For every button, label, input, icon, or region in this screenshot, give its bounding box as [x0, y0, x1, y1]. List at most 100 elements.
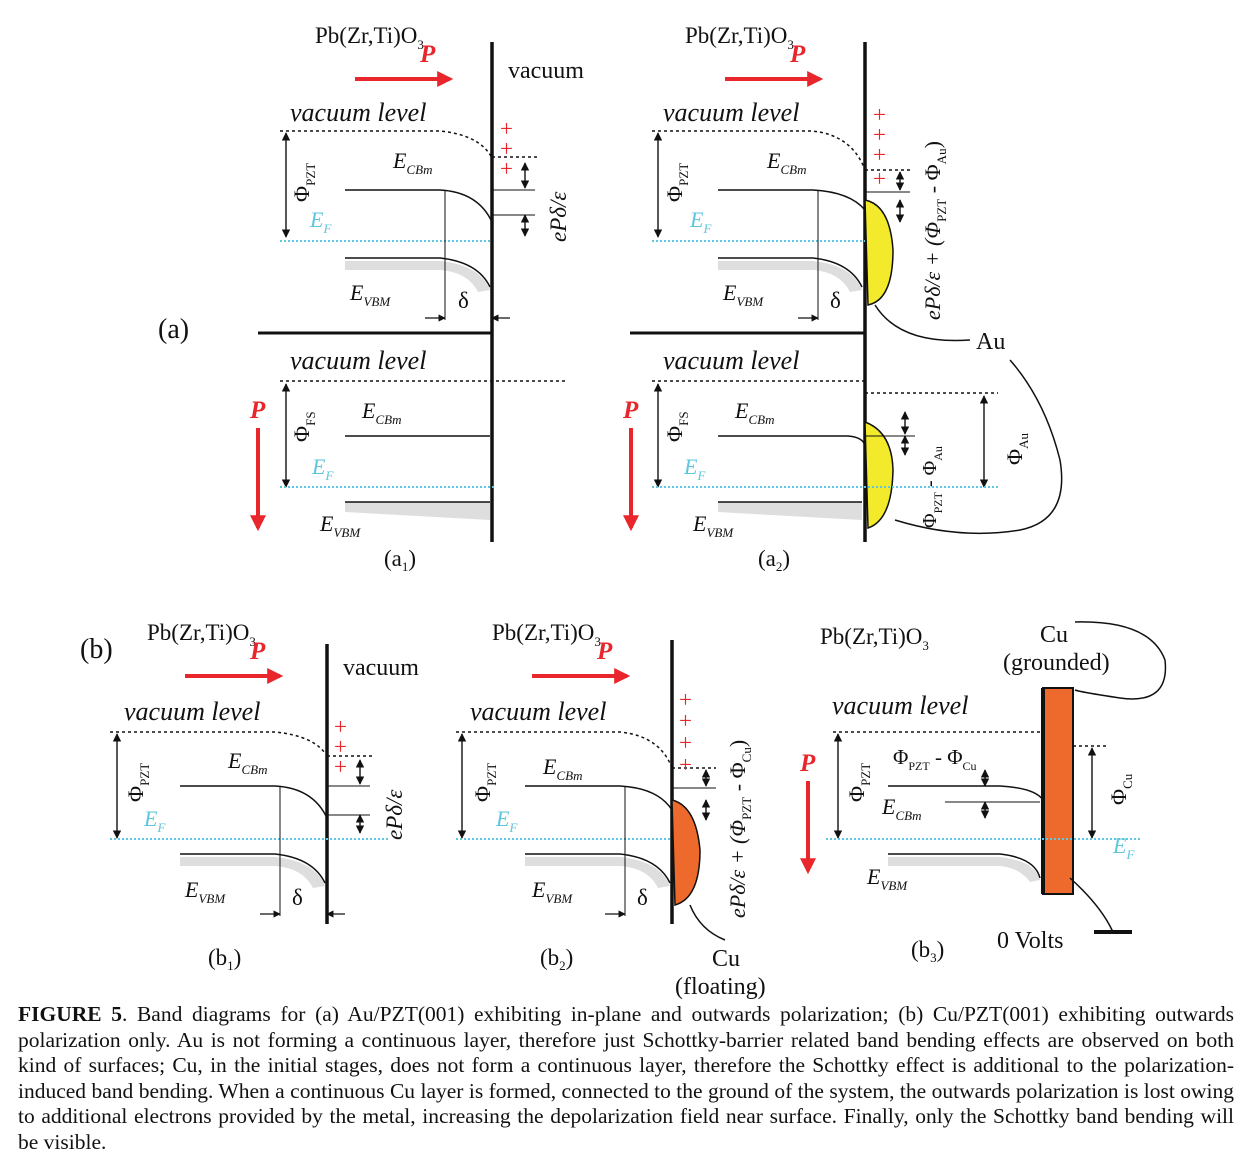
plus-a2-2: + — [873, 122, 886, 147]
valence-band-a1b-shadow — [345, 502, 490, 520]
plus-b1-3: + — [334, 754, 347, 779]
phi-pzt-label-b2: ΦPZT — [470, 763, 499, 802]
delta-label-a2: δ — [830, 288, 841, 313]
polarization-a1-label: P — [419, 41, 436, 68]
ecbm-label-b1: ECBm — [227, 748, 267, 777]
au-label-a2: Au — [976, 329, 1005, 355]
evbm-label-a1: EVBM — [349, 280, 391, 309]
phi-cu-label-b3: ΦCu — [1106, 773, 1135, 805]
cbm-b3 — [888, 785, 1044, 801]
plus-a2-4: + — [873, 166, 886, 191]
au-cluster-a2b — [864, 420, 894, 530]
delta-label-b1: δ — [292, 885, 303, 910]
ef-label-a2: EF — [689, 207, 712, 236]
phi-au-label-a2: ΦAu — [1002, 433, 1031, 465]
plus-b1-2: + — [334, 734, 347, 759]
plus-b1-1: + — [334, 714, 347, 739]
vacuum-level-label-b3: vacuum level — [832, 691, 968, 720]
delta-label-a1: δ — [458, 288, 469, 313]
panel-label-b3: (b3) — [911, 937, 944, 965]
plus-a1-3: + — [500, 156, 513, 181]
panel-label-b1: (b1) — [208, 945, 241, 973]
au-cluster-a2 — [864, 199, 894, 306]
evbm-label-a2: EVBM — [722, 280, 764, 309]
vbm-curve-b1 — [180, 853, 326, 884]
ecbm-label-a2b: ECBm — [734, 398, 774, 427]
phi-diff-label-b3: ΦPZT - ΦCu — [893, 745, 977, 773]
cu-leader-b2 — [689, 904, 726, 941]
vbm-curve-a1 — [345, 257, 491, 288]
cu-cluster-b2 — [671, 799, 701, 906]
evbm-label-b1: EVBM — [184, 877, 226, 906]
ground-wire-b3 — [1069, 877, 1113, 932]
material-label-a2: Pb(Zr,Ti)O3 — [685, 23, 794, 52]
plus-b2-4: + — [679, 752, 692, 777]
valence-band-b1-shadow — [180, 857, 325, 888]
cbm-curve-b2 — [525, 785, 673, 811]
phi-fs-label-a1: ΦFS — [289, 411, 318, 442]
delta-label-b2: δ — [637, 885, 648, 910]
cbm-curve-a1 — [345, 189, 493, 223]
phi-pzt-label-a1: ΦPZT — [289, 163, 318, 202]
ep-cu-label-b2: ePδ/ε + (ΦPZT - ΦCu) — [725, 740, 754, 918]
valence-band-a2b-shadow — [718, 502, 862, 520]
ecbm-label-a2: ECBm — [766, 148, 806, 177]
material-label-b3: Pb(Zr,Ti)O3 — [820, 624, 929, 653]
plus-b2-1: + — [679, 687, 692, 712]
ef-label-b1: EF — [143, 806, 166, 835]
vacuum-level-curve-b2 — [456, 731, 673, 769]
panel-label-b: (b) — [80, 634, 113, 665]
cbm-curve-b1 — [180, 785, 328, 819]
ep-au-label-a2: ePδ/ε + (ΦPZT - ΦAu) — [920, 141, 949, 320]
polarization-b1-label: P — [249, 638, 266, 665]
polarization-b2-label: P — [596, 638, 613, 665]
ecbm-label-b3: ECBm — [881, 794, 921, 823]
ef-label-a1: EF — [309, 207, 332, 236]
valence-band-b3-shadow — [888, 857, 1040, 882]
vacuum-level-label-b2: vacuum level — [470, 697, 606, 726]
vacuum-level-curve-b1 — [110, 731, 328, 757]
polarization-a2b-label: P — [622, 397, 639, 424]
panel-label-a: (a) — [158, 314, 189, 345]
cu-floating-label-b2: (floating) — [675, 974, 766, 1000]
phi-pzt-label-a2: ΦPZT — [662, 163, 691, 202]
ecbm-label-a1b: ECBm — [361, 398, 401, 427]
zero-volts-label-b3: 0 Volts — [997, 928, 1063, 954]
ef-label-b3: EF — [1112, 833, 1135, 862]
cu-label-b2: Cu — [712, 946, 740, 972]
cbm-a2b — [718, 435, 866, 446]
material-label-b2: Pb(Zr,Ti)O3 — [492, 620, 601, 649]
material-label-a1: Pb(Zr,Ti)O3 — [315, 23, 424, 52]
vacuum-level-curve-a1 — [280, 130, 493, 159]
cu-label-b3: Cu — [1040, 622, 1068, 648]
phi-fs-label-a2: ΦFS — [662, 411, 691, 442]
plus-a1-2: + — [500, 136, 513, 161]
vacuum-level-label-b1: vacuum level — [124, 697, 260, 726]
ef-label-a2b: EF — [683, 454, 706, 483]
vacuum-level-label-a1: vacuum level — [290, 98, 426, 127]
plus-a1-1: + — [500, 116, 513, 141]
ep-label-b1: ePδ/ε — [382, 789, 407, 840]
au-leader-a2b — [894, 359, 1063, 535]
caption-text: . Band diagrams for (a) Au/PZT(001) exhi… — [18, 1002, 1234, 1154]
material-label-b1: Pb(Zr,Ti)O3 — [147, 620, 256, 649]
evbm-label-a1b: EVBM — [319, 511, 361, 540]
vacuum-label-b1: vacuum — [343, 655, 419, 681]
plus-b2-2: + — [679, 708, 692, 733]
phi-pzt-label-b3: ΦPZT — [844, 763, 873, 802]
evbm-label-a2b: EVBM — [692, 511, 734, 540]
cu-leader-b3 — [1074, 621, 1167, 700]
vacuum-level-label-a2b: vacuum level — [663, 346, 799, 375]
panel-label-a2: (a2) — [758, 546, 790, 574]
panel-label-a1: (a1) — [384, 546, 416, 574]
polarization-a1b-label: P — [249, 397, 266, 424]
ecbm-label-b2: ECBm — [542, 754, 582, 783]
cu-layer-b3 — [1042, 687, 1074, 895]
vacuum-level-label-a1b: vacuum level — [290, 346, 426, 375]
plus-a2-1: + — [873, 102, 886, 127]
phi-diff-label-a2: ΦPZT - ΦAu — [919, 446, 945, 528]
cu-grounded-label-b3: (grounded) — [1003, 650, 1110, 676]
au-leader-a2 — [874, 304, 971, 342]
caption-label: FIGURE 5 — [18, 1002, 122, 1026]
